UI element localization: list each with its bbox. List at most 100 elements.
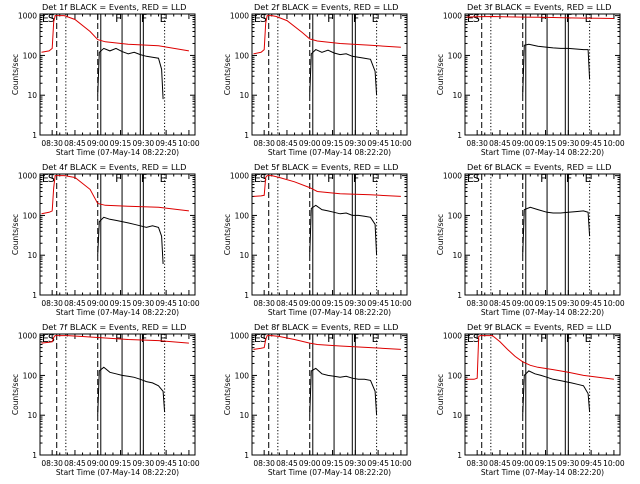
plot-frame [39,333,196,456]
event-marker-label: E [254,172,261,185]
y-tick-label: 100 [448,371,463,380]
event-marker-label: S [48,332,55,345]
x-tick-label: 09:45 [155,299,177,308]
x-axis-label: Start Time (07-May-14 08:22:20) [56,468,179,477]
x-tick-label: 09:30 [133,139,155,148]
event-marker-label: E [372,332,379,345]
y-axis-label: Counts/sec [11,374,20,415]
events-series-line [309,49,378,96]
x-tick-label: 10:00 [390,139,412,148]
y-axis-label: Counts/sec [223,374,232,415]
y-tick-label: 1000 [443,332,462,341]
events-series-line [522,370,591,416]
y-tick-label: 1000 [230,332,249,341]
events-series-line [309,367,378,416]
x-axis-label: Start Time (07-May-14 08:22:20) [481,468,604,477]
y-tick-label: 100 [235,371,250,380]
y-tick-label: 10 [27,411,37,420]
lld-series-line [41,335,189,344]
event-marker-label: E [585,332,592,345]
x-tick-label: 10:00 [603,459,625,468]
panel-5: Det 5f BLACK = Events, RED = LLD 1 10 100 10… [223,162,412,317]
x-axis-label: Start Time (07-May-14 08:22:20) [56,308,179,317]
x-tick-label: 08:30 [253,459,275,468]
event-marker-label: F [115,172,121,185]
y-tick-label: 1000 [18,172,37,181]
y-tick-label: 10 [452,91,462,100]
x-tick-label: 09:00 [87,459,109,468]
lld-series-line [253,335,401,350]
panel-title: Det 6f BLACK = Events, RED = LLD [467,162,611,172]
x-tick-label: 08:45 [64,459,86,468]
y-axis-label: Counts/sec [436,374,445,415]
panel-title: Det 8f BLACK = Events, RED = LLD [254,322,398,332]
x-tick-label: 10:00 [178,299,200,308]
event-marker-label: E [42,12,49,25]
lld-series-line [41,15,189,53]
panel-4: Det 4f BLACK = Events, RED = LLD 1 10 100 10… [11,162,200,317]
y-axis-label: Counts/sec [223,214,232,255]
event-marker-label: F [353,332,359,345]
y-tick-label: 1000 [18,332,37,341]
x-tick-label: 09:45 [367,139,389,148]
y-tick-label: 100 [448,211,463,220]
y-axis-label: Counts/sec [11,214,20,255]
x-tick-label: 09:30 [345,139,367,148]
event-marker-label: F [566,332,572,345]
x-tick-label: 09:15 [322,139,344,148]
event-marker-label: E [160,12,167,25]
y-tick-label: 1000 [230,172,249,181]
x-tick-label: 09:30 [558,299,580,308]
event-marker-label: E [42,172,49,185]
x-axis-label: Start Time (07-May-14 08:22:20) [481,308,604,317]
y-axis-label: Counts/sec [436,54,445,95]
x-tick-label: 09:00 [299,139,321,148]
event-marker-label: E [254,12,261,25]
event-marker-label: S [260,12,267,25]
event-marker-label: E [585,172,592,185]
panel-7: Det 7f BLACK = Events, RED = LLD 1 10 100 10… [11,322,200,477]
event-marker-label: E [372,172,379,185]
x-tick-label: 08:30 [41,299,63,308]
panel-title: Det 1f BLACK = Events, RED = LLD [42,2,186,12]
event-marker-label: E [372,12,379,25]
x-tick-label: 09:00 [512,299,534,308]
y-tick-label: 10 [27,91,37,100]
event-marker-label: S [473,172,480,185]
y-tick-label: 10 [239,251,249,260]
panel-1: Det 1f BLACK = Events, RED = LLD 1 10 100 10… [11,2,200,157]
y-tick-label: 1000 [18,12,37,21]
lld-series-line [466,15,614,19]
x-tick-label: 09:15 [110,299,132,308]
y-tick-label: 100 [23,211,38,220]
x-tick-label: 08:30 [253,299,275,308]
y-tick-label: 100 [235,51,250,60]
x-tick-label: 09:15 [110,139,132,148]
x-tick-label: 08:45 [489,139,511,148]
event-marker-label: S [473,12,480,25]
event-marker-label: F [566,172,572,185]
x-tick-label: 09:45 [367,299,389,308]
y-tick-label: 1000 [443,172,462,181]
x-axis-label: Start Time (07-May-14 08:22:20) [268,148,391,157]
y-tick-label: 1 [244,131,249,140]
event-marker-label: F [327,172,333,185]
y-tick-label: 100 [23,51,38,60]
y-tick-label: 10 [239,411,249,420]
event-marker-label: F [141,332,147,345]
x-axis-label: Start Time (07-May-14 08:22:20) [268,468,391,477]
y-tick-label: 1 [457,291,462,300]
x-tick-label: 08:30 [253,139,275,148]
event-marker-label: F [353,172,359,185]
y-tick-label: 10 [452,251,462,260]
x-tick-label: 10:00 [178,459,200,468]
y-axis-label: Counts/sec [223,54,232,95]
x-tick-label: 09:45 [155,459,177,468]
x-tick-label: 08:45 [64,299,86,308]
event-marker-label: F [540,332,546,345]
x-tick-label: 10:00 [390,459,412,468]
event-marker-label: F [141,12,147,25]
x-tick-label: 08:30 [466,139,488,148]
event-marker-label: E [160,172,167,185]
